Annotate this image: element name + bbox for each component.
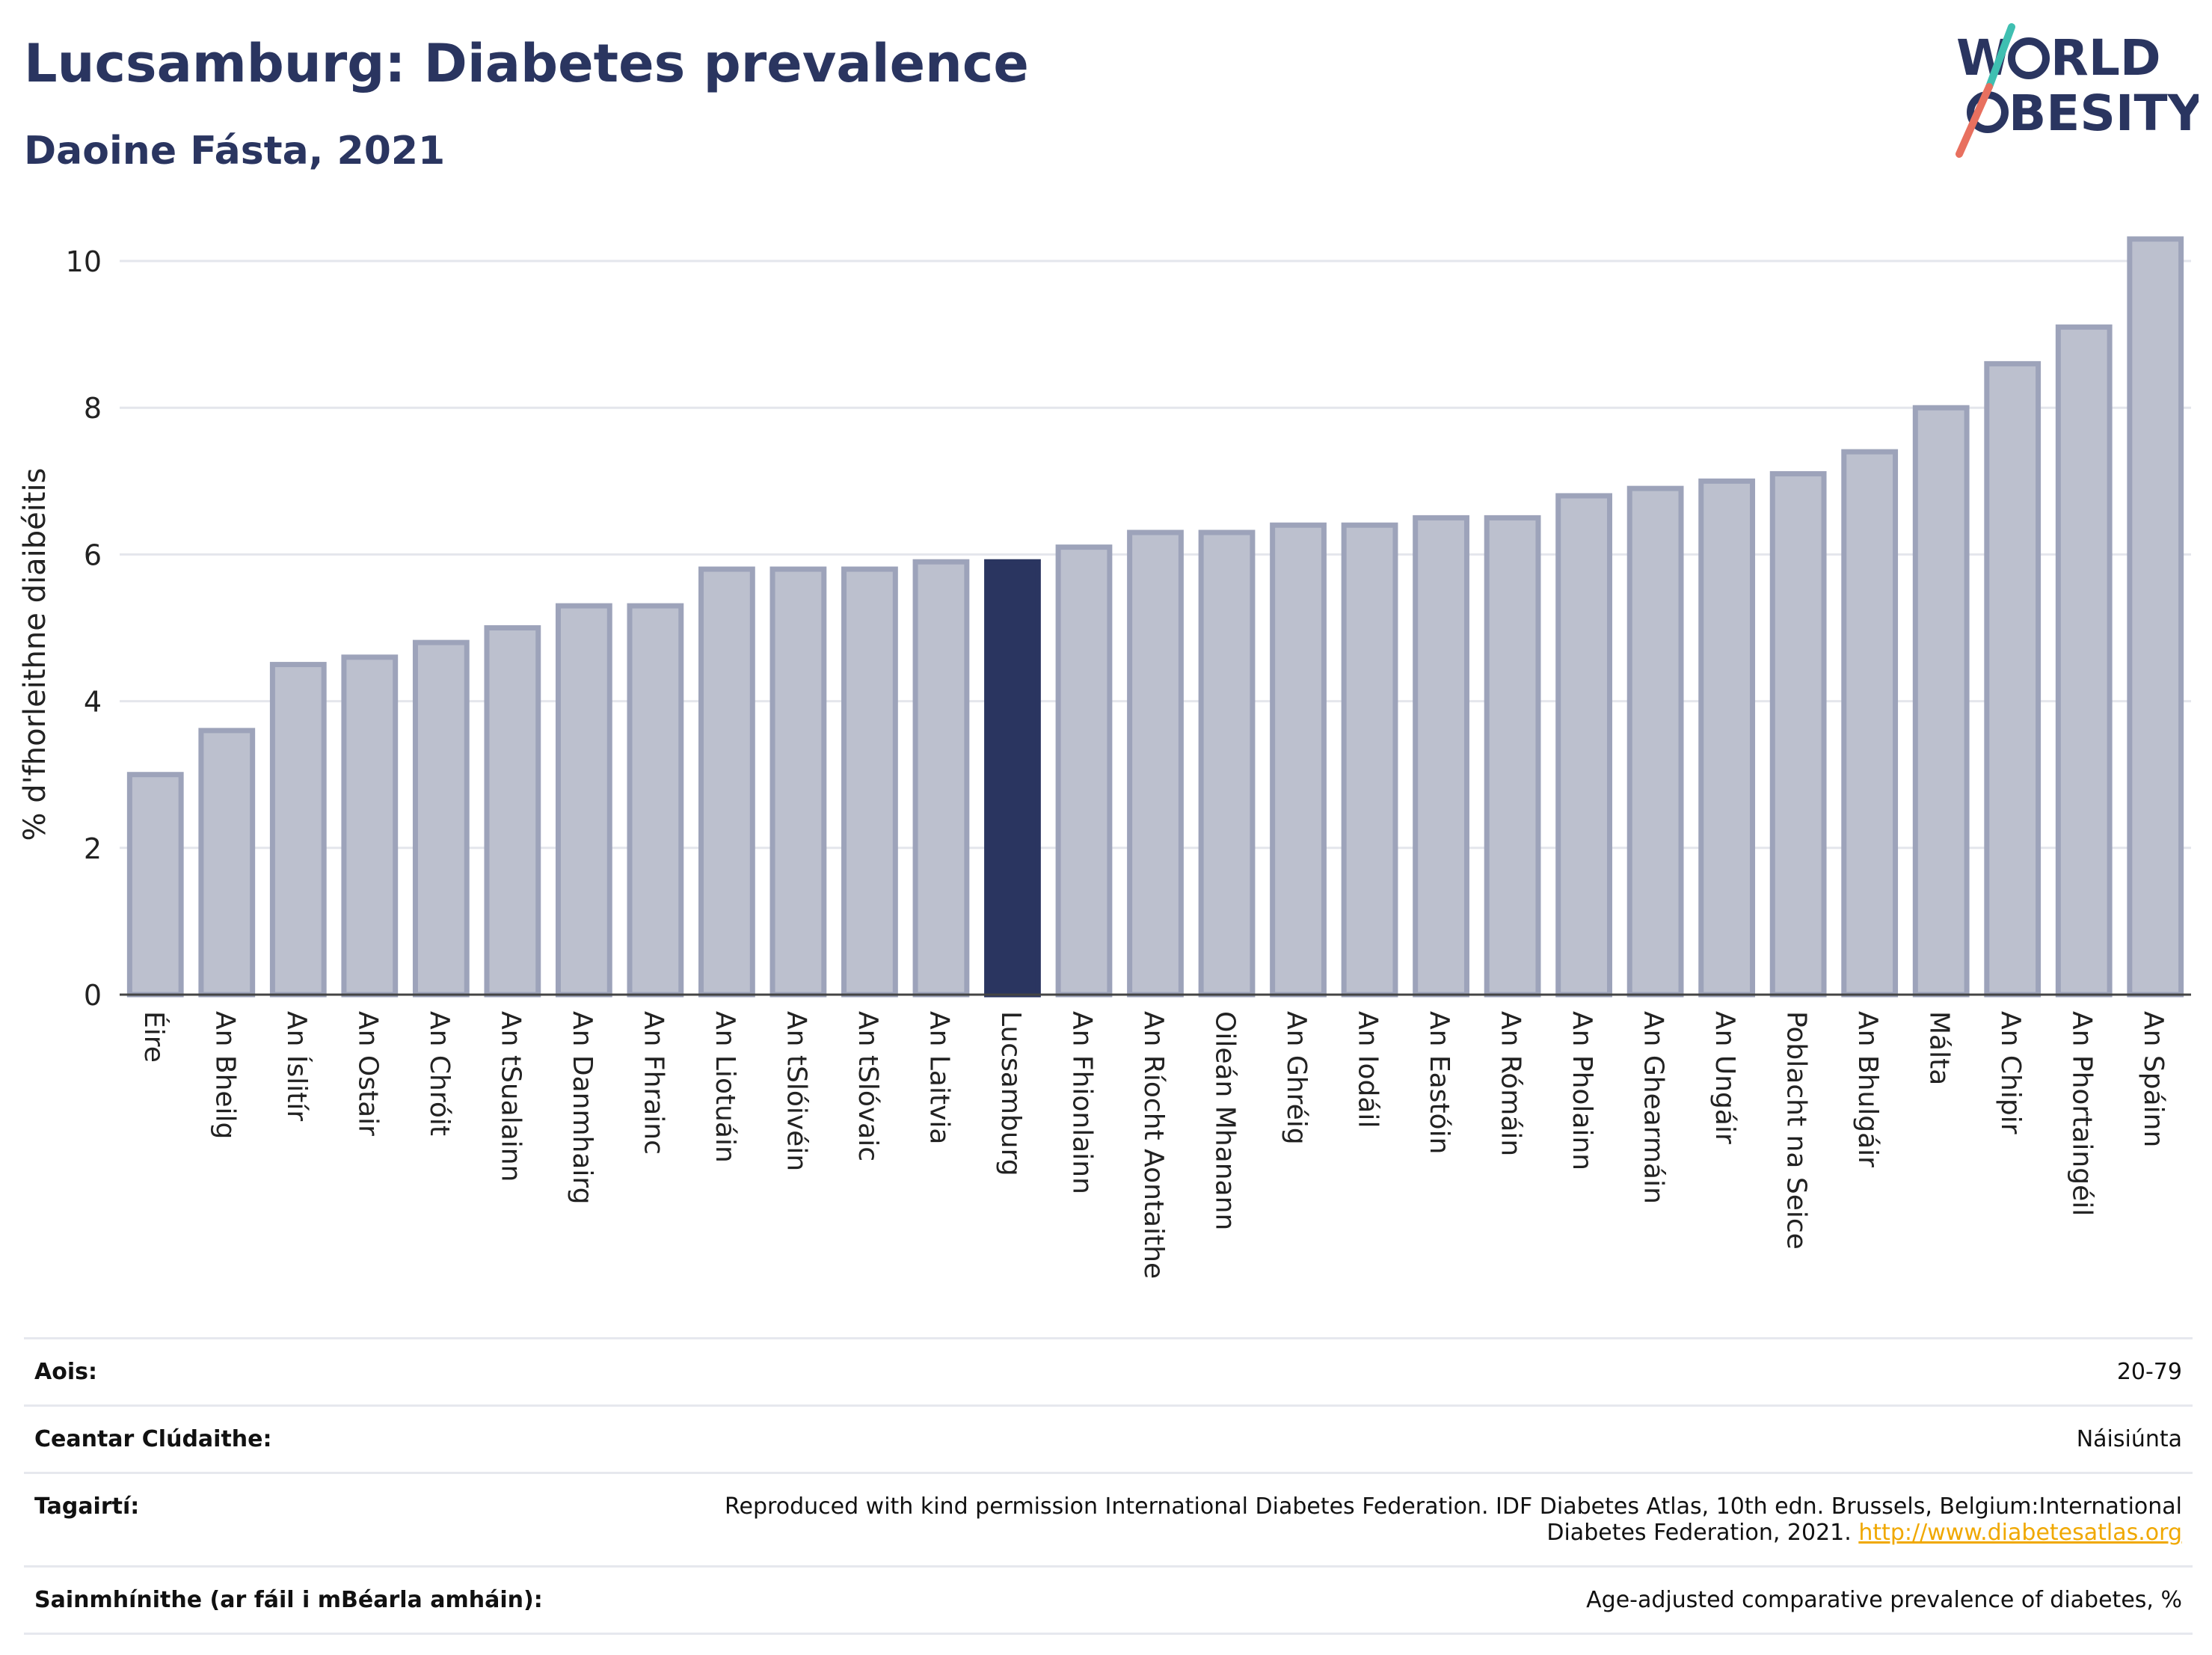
x-tick-label: An Fhionlainn	[1066, 1011, 1097, 1194]
x-tick-label: An Chróit	[424, 1011, 455, 1136]
x-tick-label: An Ungáir	[1709, 1011, 1740, 1144]
bar	[484, 625, 541, 998]
bar	[1912, 405, 1970, 998]
logo-coral-stroke	[1956, 83, 1993, 158]
x-tick-label: An Ghréig	[1281, 1011, 1312, 1145]
x-tick-label: An Bhulgáir	[1852, 1011, 1883, 1167]
world-obesity-logo: W RLD BESITY	[1956, 23, 2199, 158]
info-key: Ceantar Clúdaithe:	[24, 1404, 613, 1474]
bar	[627, 603, 684, 998]
x-tick-label: Málta	[1924, 1011, 1955, 1085]
bar	[841, 566, 898, 998]
y-tick-label: 4	[84, 686, 102, 719]
x-tick-label: An Íslitír	[281, 1011, 313, 1121]
x-tick-label: An Danmhairg	[567, 1011, 597, 1204]
x-tick-label: An Liotuáin	[710, 1011, 740, 1163]
bar	[912, 559, 970, 998]
x-tick-label: An Ghearmáin	[1638, 1011, 1669, 1204]
bar	[1484, 515, 1541, 998]
bar	[1055, 544, 1113, 998]
diabetes-atlas-link[interactable]: http://www.diabetesatlas.org	[1858, 1520, 2182, 1546]
x-tick-label: Oileán Mhanann	[1210, 1011, 1241, 1230]
bar	[1984, 360, 2042, 998]
bars	[126, 236, 2184, 998]
bar	[555, 603, 612, 998]
x-tick-label: An Ríocht Aontaithe	[1138, 1011, 1169, 1279]
info-value: 20-79	[613, 1337, 2193, 1407]
y-axis-ticks: 0 2 4 6 8 10	[66, 245, 102, 1012]
bar	[412, 639, 470, 998]
chart-subtitle: Daoine Fásta, 2021	[24, 129, 446, 174]
chart-title: Lucsamburg: Diabetes prevalence	[24, 33, 1029, 94]
logo-o-mark	[2008, 37, 2050, 79]
bar	[126, 772, 184, 998]
logo-besity: BESITY	[2009, 85, 2199, 142]
info-value: Náisiúnta	[613, 1404, 2193, 1474]
info-row-age: Aois: 20-79	[24, 1337, 2193, 1407]
info-table: Aois: 20-79 Ceantar Clúdaithe: Náisiúnta…	[24, 1337, 2193, 1635]
y-tick-label: 0	[84, 979, 102, 1012]
x-tick-label: An Spáinn	[2138, 1011, 2169, 1147]
bar	[2055, 324, 2113, 998]
bar	[198, 728, 256, 998]
bar	[1841, 449, 1899, 998]
y-tick-label: 6	[84, 538, 102, 571]
info-row-definitions: Sainmhínithe (ar fáil i mBéarla amháin):…	[24, 1565, 2193, 1635]
x-tick-label: An Eastóin	[1424, 1011, 1454, 1154]
x-tick-label: An Laitvia	[924, 1011, 954, 1145]
logo-rld: RLD	[2050, 29, 2161, 87]
x-tick-label: An Phortaingéil	[2067, 1011, 2098, 1216]
x-tick-label: An Ostair	[352, 1011, 383, 1136]
bar	[2127, 236, 2184, 998]
x-tick-label: An tSualainn	[495, 1011, 526, 1182]
info-value: Reproduced with kind permission Internat…	[613, 1472, 2193, 1568]
bar	[1270, 522, 1327, 998]
bar	[1769, 471, 1827, 998]
bar	[1341, 522, 1398, 998]
bar	[698, 566, 755, 998]
bar	[341, 654, 399, 998]
bar	[1626, 485, 1684, 998]
bar	[1555, 493, 1612, 998]
reference-text: Reproduced with kind permission Internat…	[725, 1493, 2182, 1546]
y-axis-label: % d'fhorleithne diaibéitis	[18, 468, 52, 841]
x-tick-label: An Rómáin	[1496, 1011, 1526, 1156]
x-tick-label: Éire	[138, 1011, 170, 1063]
y-tick-label: 8	[84, 392, 102, 425]
info-value: Age-adjusted comparative prevalence of d…	[613, 1565, 2193, 1635]
x-tick-label: An Pholainn	[1567, 1011, 1597, 1170]
bar-chart: 0 2 4 6 8 10 Éire An Bheilg An Íslitír An Ostair…	[18, 236, 2191, 1279]
x-tick-label: An Bheilg	[209, 1011, 240, 1139]
info-key: Sainmhínithe (ar fáil i mBéarla amháin):	[24, 1565, 613, 1635]
bar	[269, 662, 327, 998]
x-tick-label: An Fhrainc	[638, 1011, 669, 1155]
x-tick-label: Lucsamburg	[995, 1011, 1026, 1176]
x-tick-label: An tSlóvaic	[852, 1011, 883, 1161]
bar	[1698, 478, 1756, 998]
logo-teal-stroke	[1985, 23, 2015, 90]
x-axis-labels: Éire An Bheilg An Íslitír An Ostair An Chrói…	[138, 1011, 2169, 1279]
info-row-area: Ceantar Clúdaithe: Náisiúnta	[24, 1404, 2193, 1474]
x-tick-label: An tSlóivéin	[781, 1011, 811, 1171]
x-tick-label: Poblacht na Seice	[1781, 1011, 1812, 1250]
bar-highlight	[984, 559, 1041, 998]
bar	[1413, 515, 1469, 998]
x-tick-label: An Iodáil	[1353, 1011, 1383, 1128]
bar	[1127, 529, 1184, 998]
y-tick-label: 10	[66, 245, 102, 278]
bar	[1198, 529, 1256, 998]
y-tick-label: 2	[84, 832, 102, 865]
info-key: Aois:	[24, 1337, 613, 1407]
bar	[769, 566, 827, 998]
info-key: Tagairtí:	[24, 1472, 613, 1568]
x-tick-label: An Chipir	[1995, 1011, 2026, 1134]
info-row-references: Tagairtí: Reproduced with kind permissio…	[24, 1472, 2193, 1568]
